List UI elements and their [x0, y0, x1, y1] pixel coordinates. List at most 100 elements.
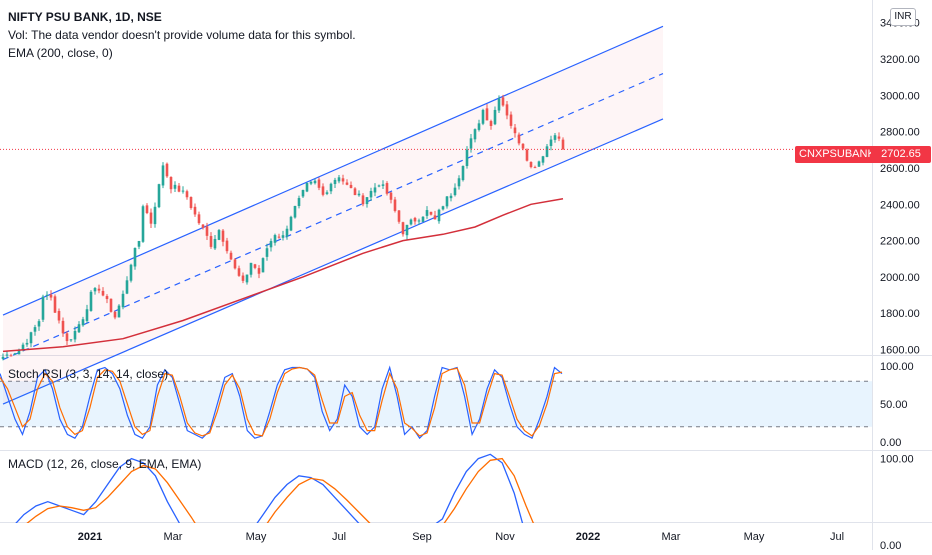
candle-body: [129, 264, 133, 281]
candle-body: [45, 294, 49, 296]
stoch-rsi-legend[interactable]: Stoch RSI (3, 3, 14, 14, close): [8, 367, 169, 381]
candle-body: [57, 310, 61, 321]
candle-body: [53, 296, 57, 313]
candle-body: [405, 224, 409, 236]
candle-body: [69, 339, 73, 341]
candle-body: [125, 280, 129, 294]
candle-body: [361, 195, 365, 205]
channel-middle-line: [2, 73, 664, 361]
candle-body: [41, 296, 45, 320]
time-tick-label: Sep: [412, 531, 432, 543]
candle-body: [297, 198, 301, 206]
candle-body: [305, 183, 309, 192]
candle-body: [153, 206, 157, 225]
candle-body: [425, 210, 429, 216]
candle-body: [317, 179, 321, 188]
candle-body: [157, 184, 161, 208]
candle-body: [477, 123, 481, 130]
candle-body: [9, 355, 13, 357]
candle-body: [545, 146, 549, 157]
candle-body: [301, 189, 305, 197]
symbol-title[interactable]: NIFTY PSU BANK, 1D, NSE: [8, 10, 162, 24]
candle-body: [257, 268, 261, 274]
candle-body: [441, 206, 445, 210]
candle-body: [449, 195, 453, 199]
candle-body: [133, 247, 137, 267]
candle-body: [353, 188, 357, 196]
candle-body: [29, 332, 33, 344]
candle-body: [397, 210, 401, 222]
candle-body: [245, 274, 249, 283]
candle-body: [377, 185, 381, 187]
chart-header: NIFTY PSU BANK, 1D, NSE Vol: The data ve…: [8, 8, 356, 62]
symbol-price-tag: CNXPSUBANK: [795, 146, 879, 163]
price-tick-label: 1600.00: [880, 345, 920, 357]
candle-body: [169, 176, 173, 190]
candle-body: [337, 177, 341, 182]
candle-body: [457, 178, 461, 187]
time-tick-label: Mar: [164, 531, 183, 543]
candle-body: [25, 342, 29, 345]
price-tick-label: 3200.00: [880, 54, 920, 66]
candle-body: [209, 236, 213, 247]
macd-legend[interactable]: MACD (12, 26, close, 9, EMA, EMA): [8, 457, 202, 471]
candle-body: [149, 212, 153, 224]
candle-body: [73, 330, 77, 340]
candle-body: [225, 240, 229, 252]
candle-body: [217, 230, 221, 240]
candle-body: [93, 288, 97, 292]
candle-body: [285, 228, 289, 237]
ema-legend[interactable]: EMA (200, close, 0): [8, 46, 113, 60]
candle-body: [401, 222, 405, 235]
stoch-k-line: [0, 365, 563, 440]
candle-body: [197, 214, 201, 224]
time-tick-label: Jul: [830, 531, 844, 543]
candle-body: [85, 309, 89, 321]
candle-body: [537, 161, 541, 167]
candle-body: [141, 206, 145, 242]
candle-body: [49, 294, 53, 298]
channel-upper-line: [2, 25, 664, 316]
candle-body: [145, 205, 149, 214]
candle-body: [289, 216, 293, 231]
candle-body: [437, 209, 441, 222]
candle-body: [341, 178, 345, 182]
currency-badge[interactable]: INR: [890, 8, 916, 26]
candle-body: [561, 139, 565, 150]
candle-body: [77, 324, 81, 333]
candle-body: [277, 236, 281, 238]
candle-body: [365, 197, 369, 205]
price-tick-label: 2200.00: [880, 236, 920, 248]
candle-body: [553, 135, 557, 140]
candle-body: [321, 186, 325, 195]
price-axis-bg: [872, 0, 932, 550]
price-tick-label: 2000.00: [880, 272, 920, 284]
time-tick-label: May: [246, 531, 267, 543]
candle-body: [265, 248, 269, 257]
candle-body: [381, 184, 385, 186]
candle-body: [101, 290, 105, 296]
time-tick-label: 2021: [78, 531, 102, 543]
price-tick-label: 1800.00: [880, 308, 920, 320]
candle-body: [513, 127, 517, 134]
candle-body: [473, 129, 477, 140]
candle-body: [137, 240, 141, 247]
candle-body: [221, 230, 225, 242]
ema-200-line: [2, 198, 564, 353]
candle-body: [109, 298, 113, 312]
candle-body: [161, 165, 165, 186]
candle-body: [557, 136, 561, 139]
volume-note: Vol: The data vendor doesn't provide vol…: [8, 28, 356, 42]
candle-body: [81, 319, 85, 326]
candle-body: [121, 293, 125, 308]
price-tick-label: 2600.00: [880, 163, 920, 175]
candle-body: [461, 166, 465, 181]
candle-body: [241, 275, 245, 281]
candle-body: [237, 268, 241, 276]
candle-body: [61, 320, 65, 334]
candle-body: [181, 190, 185, 192]
candle-body: [529, 161, 533, 168]
time-tick-label: Nov: [495, 531, 515, 543]
